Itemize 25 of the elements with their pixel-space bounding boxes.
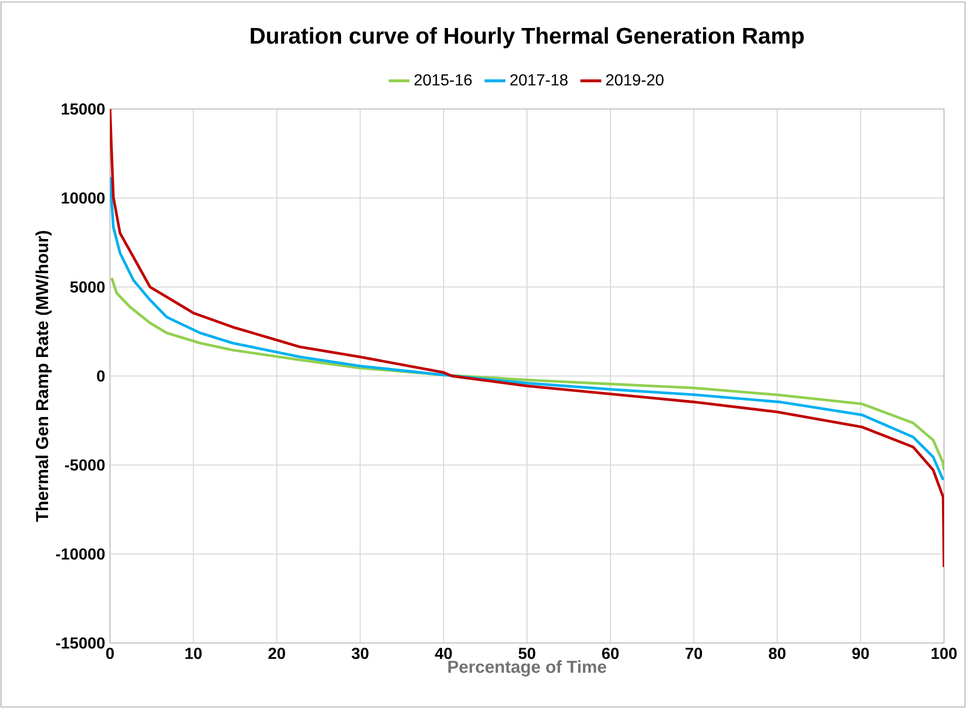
y-tick-label: -15000 bbox=[56, 637, 105, 649]
y-tick-label: -5000 bbox=[65, 459, 105, 471]
x-tick-label: 30 bbox=[352, 648, 368, 660]
x-tick-label: 70 bbox=[686, 648, 702, 660]
legend-label: 2017-18 bbox=[510, 74, 568, 86]
line-series bbox=[110, 176, 944, 482]
legend-label: 2015-16 bbox=[414, 74, 472, 86]
x-tick-label: 100 bbox=[932, 648, 957, 660]
legend-label: 2019-20 bbox=[606, 74, 664, 86]
x-tick-label: 10 bbox=[186, 648, 202, 660]
y-tick-label: -10000 bbox=[56, 548, 105, 560]
x-axis-title: Percentage of Time bbox=[448, 660, 606, 676]
y-tick-label: 15000 bbox=[62, 103, 105, 115]
y-tick-label: 0 bbox=[97, 370, 105, 382]
y-tick-label: 10000 bbox=[62, 192, 105, 204]
x-tick-label: 20 bbox=[268, 648, 286, 660]
x-tick-label: 40 bbox=[434, 648, 452, 660]
x-tick-label: 60 bbox=[602, 648, 619, 660]
chart-title: Duration curve of Hourly Thermal Generation Ramp bbox=[250, 27, 804, 48]
y-tick-label: 5000 bbox=[70, 281, 105, 293]
x-tick-label: 80 bbox=[768, 648, 786, 660]
x-tick-label: 50 bbox=[518, 648, 536, 660]
y-axis-title: Thermal Gen Ramp Rate (MW/hour) bbox=[35, 230, 52, 522]
x-tick-label: 90 bbox=[852, 648, 869, 660]
x-tick-label: 0 bbox=[106, 648, 114, 660]
